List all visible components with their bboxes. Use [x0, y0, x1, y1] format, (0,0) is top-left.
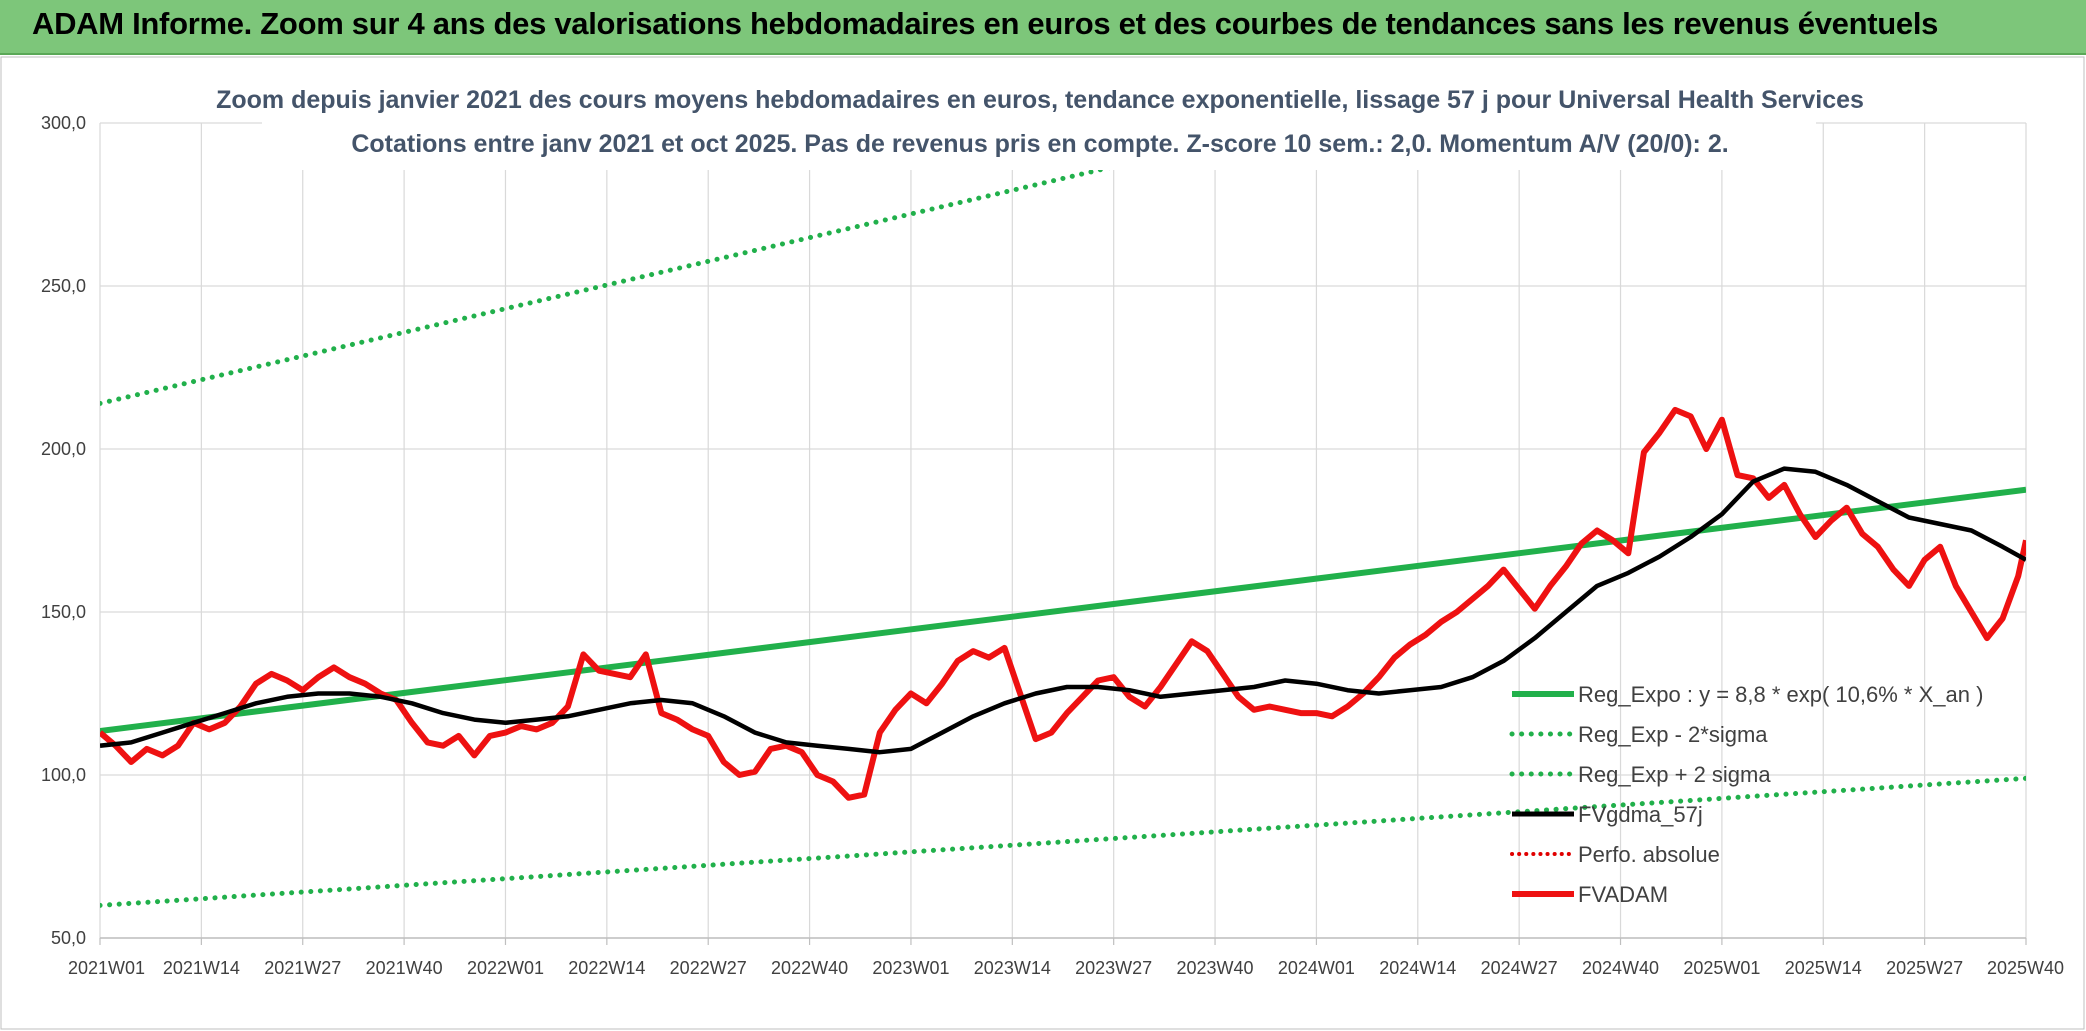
x-tick-label: 2021W01 [68, 958, 145, 978]
legend-label: Reg_Exp - 2*sigma [1578, 722, 1768, 747]
y-tick-label: 100,0 [41, 765, 86, 785]
x-tick-label: 2022W27 [670, 958, 747, 978]
series-line-fvgdma-57j [100, 466, 2026, 755]
series-line-reg-expo [100, 486, 2026, 734]
x-tick-label: 2024W27 [1481, 958, 1558, 978]
y-tick-label: 50,0 [51, 928, 86, 948]
plot-frame [0, 56, 2085, 1030]
legend: Reg_Expo : y = 8,8 * exp( 10,6% * X_an )… [1509, 682, 1983, 907]
title-backdrop [262, 80, 1816, 170]
y-tick-label: 200,0 [41, 439, 86, 459]
x-tick-label: 2025W14 [1785, 958, 1862, 978]
legend-label: FVgdma_57j [1578, 802, 1703, 827]
y-axis-ticks: 50,0 100,0 150,0 200,0 250,0 300,0 [41, 113, 86, 948]
x-tick-label: 2024W14 [1379, 958, 1456, 978]
x-axis-ticks: 2021W01 2021W14 2021W27 2021W40 2022W01 2022W… [68, 958, 2064, 978]
x-tick-label: 2025W40 [1987, 958, 2064, 978]
legend-label: Reg_Expo : y = 8,8 * exp( 10,6% * X_an ) [1578, 682, 1983, 707]
legend-label: Reg_Exp + 2 sigma [1578, 762, 1771, 787]
chart-subtitle: Cotations entre janv 2021 et oct 2025. P… [351, 130, 1728, 158]
x-tick-label: 2024W40 [1582, 958, 1659, 978]
x-tick-label: 2023W14 [974, 958, 1051, 978]
y-tick-label: 150,0 [41, 602, 86, 622]
x-tick-label: 2023W27 [1075, 958, 1152, 978]
x-tick-label: 2021W14 [163, 958, 240, 978]
x-tick-label: 2021W27 [264, 958, 341, 978]
legend-label: FVADAM [1578, 882, 1668, 907]
x-tick-label: 2024W01 [1278, 958, 1355, 978]
x-tick-label: 2025W01 [1683, 958, 1760, 978]
series-line-reg-exp-2-sigma [100, 123, 1312, 406]
series-group [100, 123, 2026, 908]
x-tick-label: 2023W01 [872, 958, 949, 978]
x-tick-label: 2021W40 [366, 958, 443, 978]
series-line-fvadam [100, 406, 2026, 801]
y-tick-label: 300,0 [41, 113, 86, 133]
x-tick-label: 2025W27 [1886, 958, 1963, 978]
x-tick-label: 2022W40 [771, 958, 848, 978]
x-tick-label: 2022W14 [568, 958, 645, 978]
y-tick-label: 250,0 [41, 276, 86, 296]
chart-title: Zoom depuis janvier 2021 des cours moyen… [216, 86, 1864, 114]
report-title: ADAM Informe. Zoom sur 4 ans des valoris… [32, 6, 1939, 41]
legend-label: Perfo. absolue [1578, 842, 1720, 867]
report-banner: ADAM Informe. Zoom sur 4 ans des valoris… [0, 0, 2086, 55]
x-tick-label: 2022W01 [467, 958, 544, 978]
x-tick-label: 2023W40 [1177, 958, 1254, 978]
